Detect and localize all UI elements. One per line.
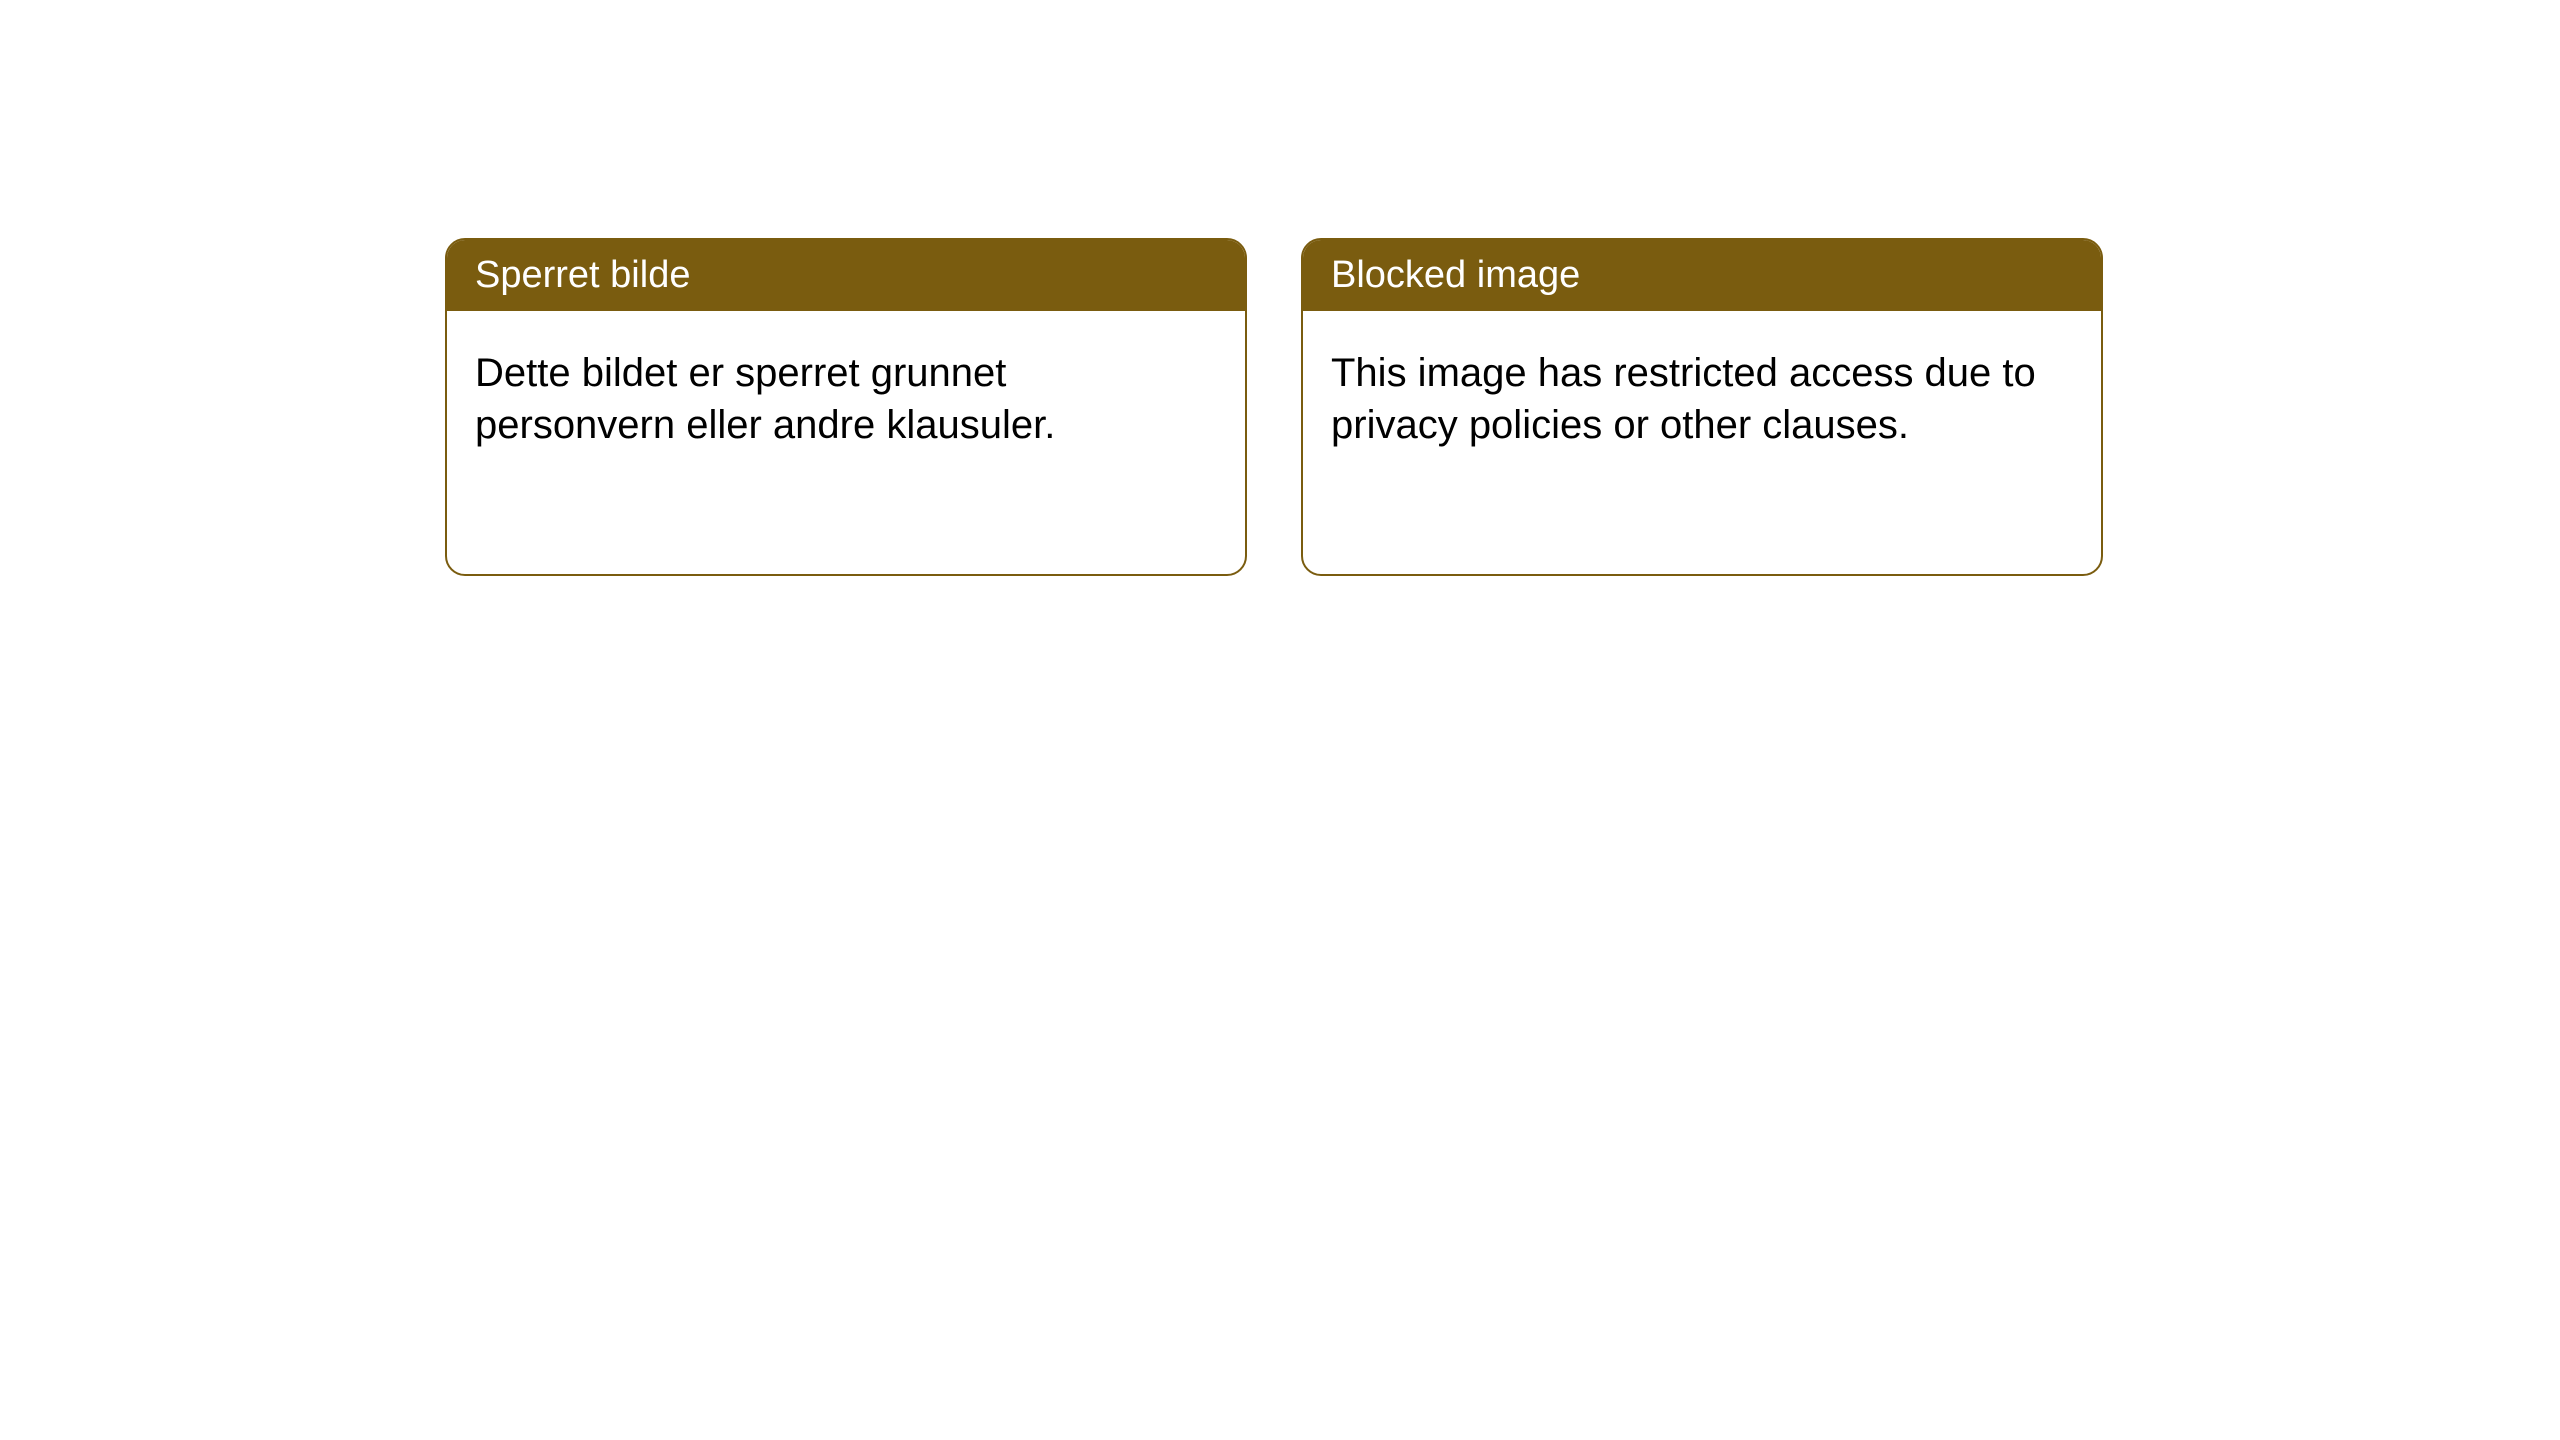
- card-title: Sperret bilde: [475, 254, 690, 296]
- card-header: Blocked image: [1303, 240, 2101, 311]
- card-body: Dette bildet er sperret grunnet personve…: [447, 311, 1245, 487]
- card-text: Dette bildet er sperret grunnet personve…: [475, 351, 1055, 447]
- notice-card-norwegian: Sperret bilde Dette bildet er sperret gr…: [445, 238, 1247, 576]
- notice-card-english: Blocked image This image has restricted …: [1301, 238, 2103, 576]
- card-text: This image has restricted access due to …: [1331, 351, 2036, 447]
- notice-container: Sperret bilde Dette bildet er sperret gr…: [445, 238, 2103, 576]
- card-header: Sperret bilde: [447, 240, 1245, 311]
- card-title: Blocked image: [1331, 254, 1580, 296]
- card-body: This image has restricted access due to …: [1303, 311, 2101, 487]
